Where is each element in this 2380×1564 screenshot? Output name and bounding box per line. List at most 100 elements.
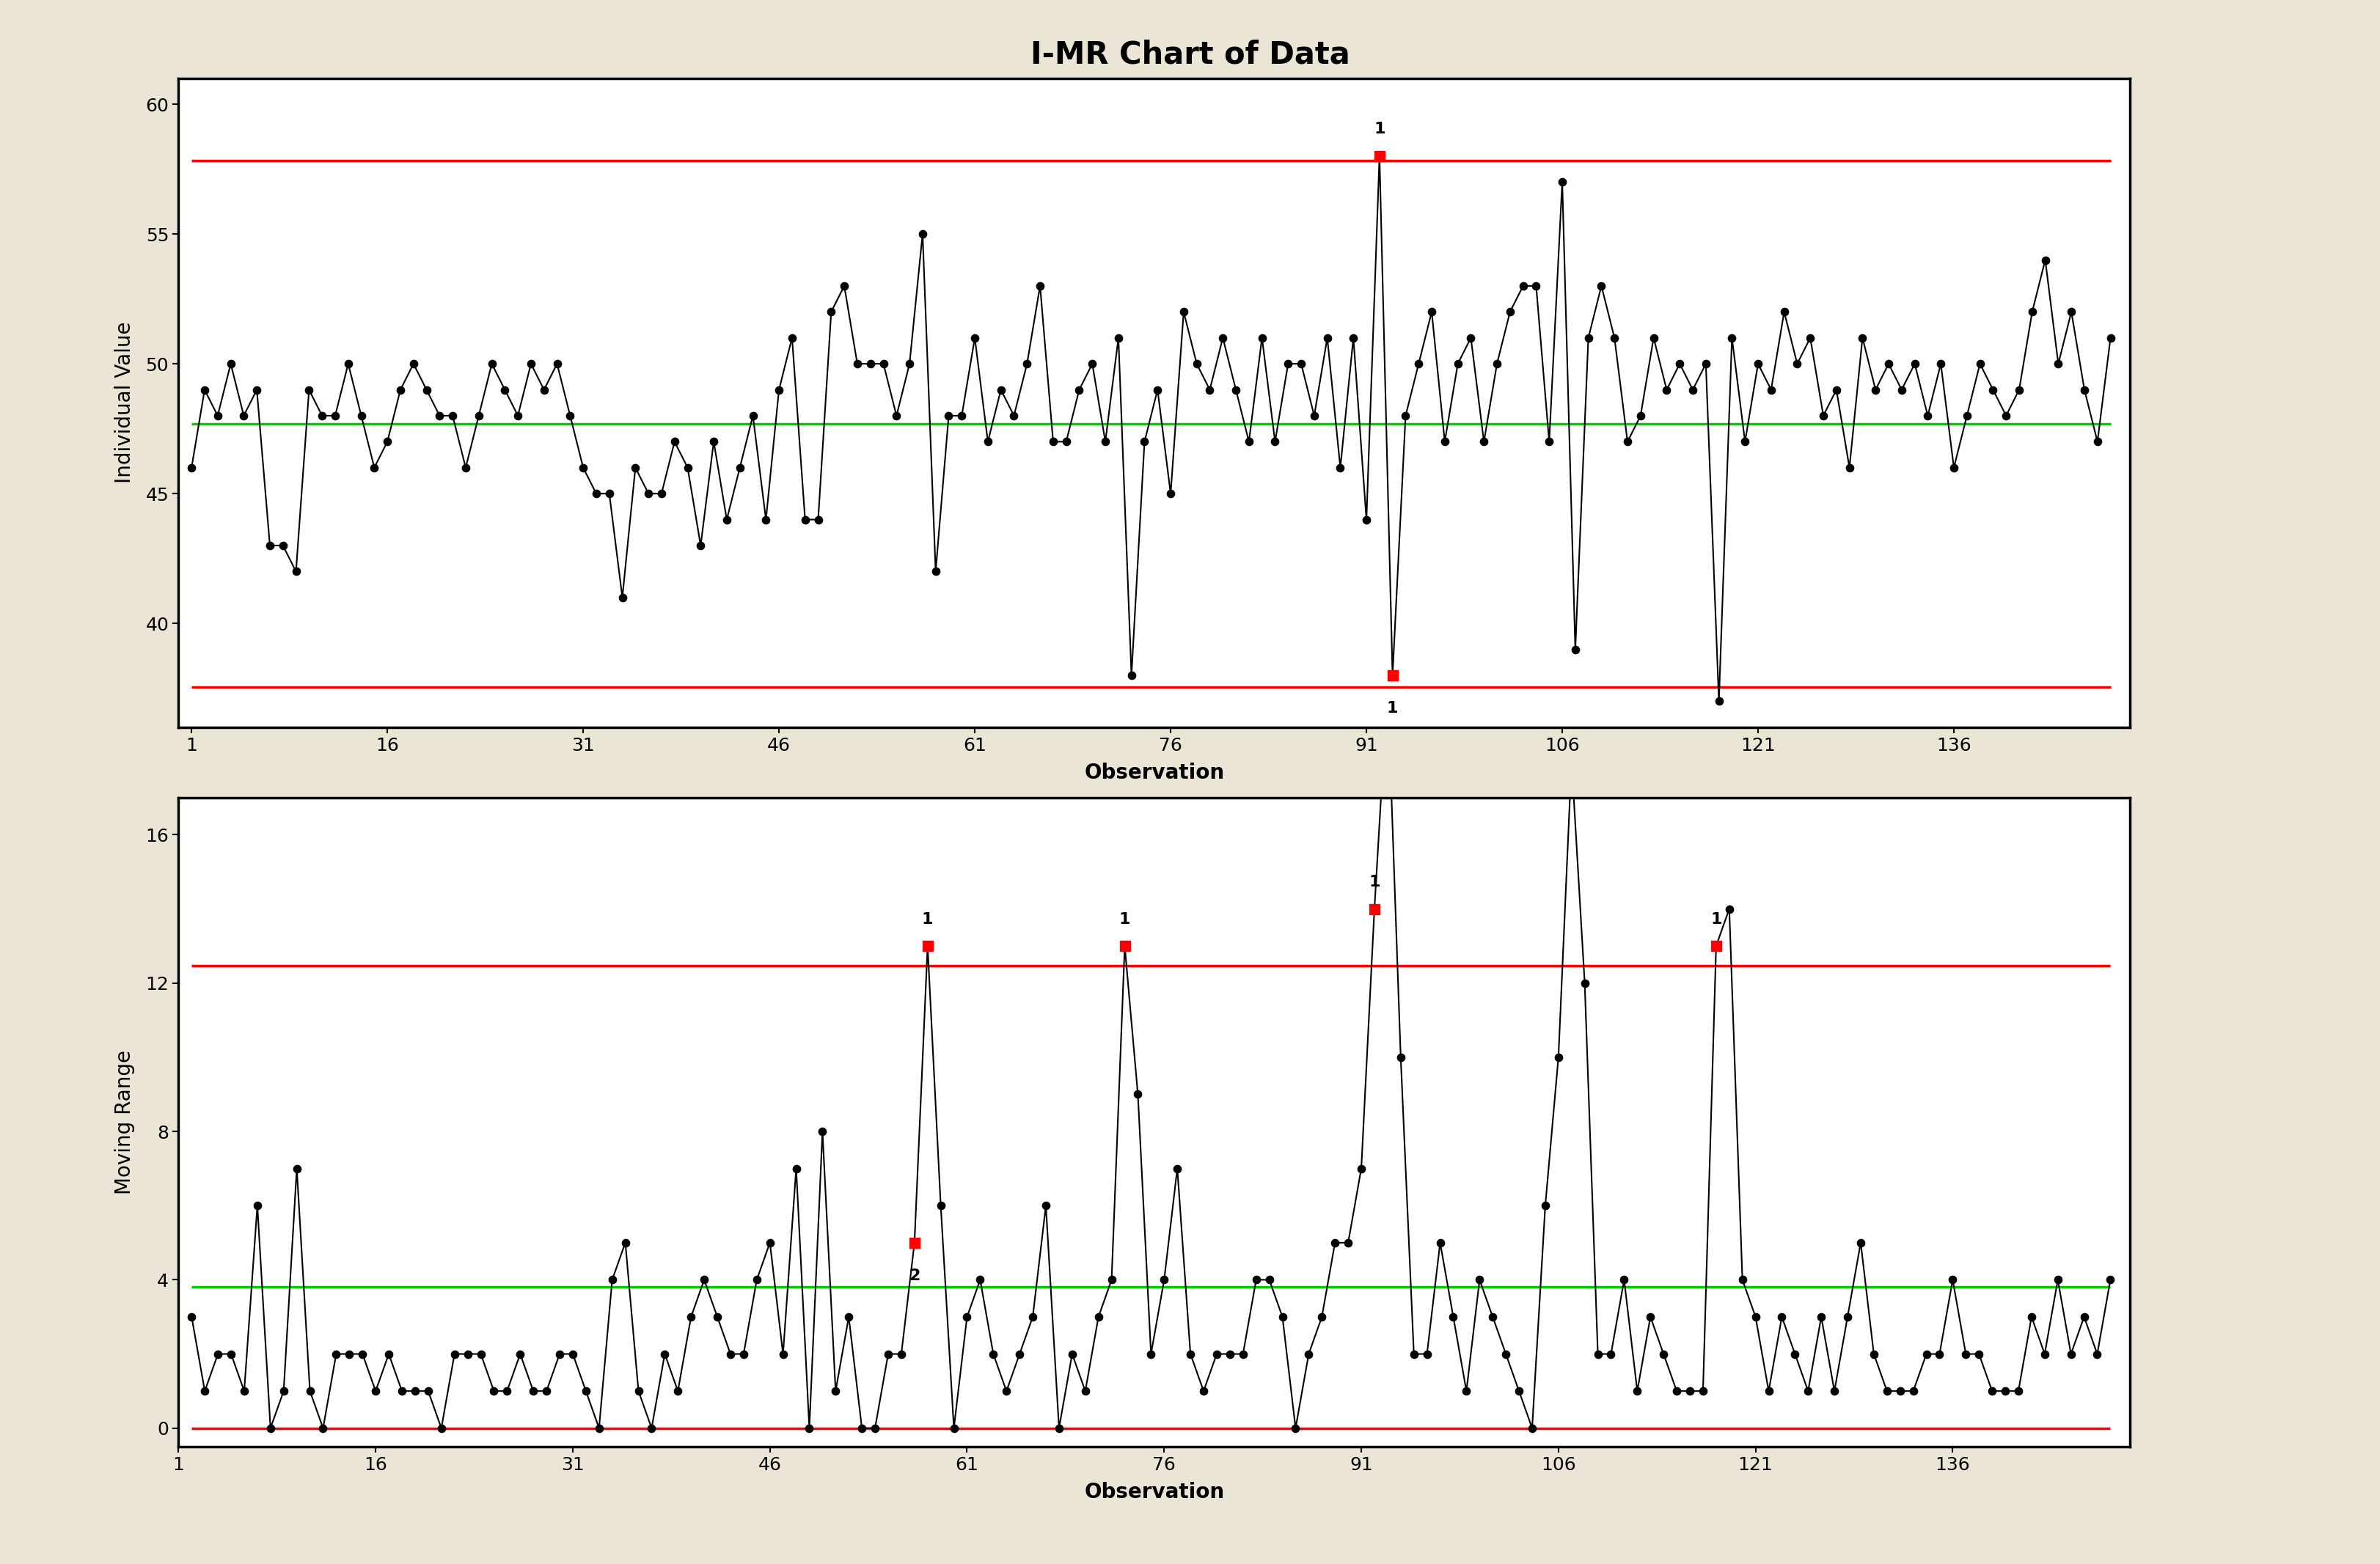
Point [904, 222, 942, 247]
Point [538, 352, 576, 377]
Point [474, 352, 512, 377]
Point [593, 1267, 631, 1292]
Point [198, 404, 236, 429]
Point [1399, 352, 1438, 377]
Point [816, 1378, 854, 1403]
Point [2025, 247, 2063, 272]
Point [1804, 404, 1842, 429]
Point [1740, 352, 1778, 377]
Point [381, 377, 419, 402]
Point [2040, 1267, 2078, 1292]
Point [1592, 1342, 1630, 1367]
Point [1871, 352, 1909, 377]
Point [983, 377, 1021, 402]
Point [1185, 1378, 1223, 1403]
Point [540, 1342, 578, 1367]
Point [1447, 1378, 1485, 1403]
Point [1126, 429, 1164, 454]
Point [421, 404, 459, 429]
Point [1164, 299, 1202, 324]
Point [1092, 1267, 1130, 1292]
Point [1490, 299, 1528, 324]
Point [1661, 352, 1699, 377]
Point [528, 1378, 566, 1403]
X-axis label: Observation: Observation [1085, 1483, 1223, 1503]
Point [721, 455, 759, 480]
Point [1687, 352, 1726, 377]
Point [1987, 1378, 2025, 1403]
Point [502, 1342, 540, 1367]
Point [973, 1342, 1012, 1367]
Point [186, 1378, 224, 1403]
Point [2013, 299, 2052, 324]
Point [800, 507, 838, 532]
X-axis label: Observation: Observation [1085, 763, 1223, 784]
Point [931, 404, 969, 429]
Point [238, 1193, 276, 1218]
Point [1230, 429, 1269, 454]
Point [1961, 352, 1999, 377]
Point [1749, 1378, 1787, 1403]
Point [1818, 377, 1856, 402]
Point [369, 1342, 407, 1367]
Point [1047, 429, 1085, 454]
Point [264, 533, 302, 558]
Point [1845, 325, 1883, 350]
Point [1033, 429, 1071, 454]
Point [759, 377, 797, 402]
Point [1595, 325, 1633, 350]
Point [1204, 325, 1242, 350]
Point [555, 1342, 593, 1367]
Point [2078, 429, 2116, 454]
Point [1085, 429, 1123, 454]
Point [1014, 1304, 1052, 1329]
Point [1778, 352, 1816, 377]
Point [1645, 1342, 1683, 1367]
Point [1764, 1304, 1802, 1329]
Point [1673, 377, 1711, 402]
Point [171, 455, 209, 480]
Point [1152, 482, 1190, 507]
Point [1361, 144, 1399, 169]
Point [616, 455, 655, 480]
Point [1190, 377, 1228, 402]
Point [916, 558, 954, 583]
Point [1880, 1378, 1918, 1403]
Point [212, 352, 250, 377]
Point [2013, 1304, 2052, 1329]
Point [1530, 429, 1568, 454]
Point [1309, 325, 1347, 350]
Point [655, 429, 693, 454]
Point [707, 507, 745, 532]
Point [1211, 1342, 1250, 1367]
Point [1464, 429, 1502, 454]
Point [995, 404, 1033, 429]
Point [957, 325, 995, 350]
Point [1830, 455, 1868, 480]
Point [1726, 429, 1764, 454]
Point [1699, 688, 1737, 713]
Point [383, 1378, 421, 1403]
Point [1488, 1342, 1526, 1367]
Point [883, 1342, 921, 1367]
Point [252, 1415, 290, 1440]
Y-axis label: Individual Value: Individual Value [114, 322, 136, 483]
Point [1514, 1415, 1552, 1440]
Point [671, 1304, 709, 1329]
Point [812, 299, 850, 324]
Point [1066, 1378, 1104, 1403]
Point [1321, 455, 1359, 480]
Point [447, 1342, 486, 1367]
Point [1133, 1342, 1171, 1367]
Point [317, 404, 355, 429]
Point [305, 1415, 343, 1440]
Point [2025, 1342, 2063, 1367]
Point [1802, 1304, 1840, 1329]
Point [357, 1378, 395, 1403]
Point [1119, 1082, 1157, 1107]
Point [1388, 404, 1426, 429]
Point [250, 533, 288, 558]
Point [1178, 352, 1216, 377]
Point [1671, 1378, 1709, 1403]
Text: I-MR Chart of Data: I-MR Chart of Data [1031, 39, 1349, 70]
